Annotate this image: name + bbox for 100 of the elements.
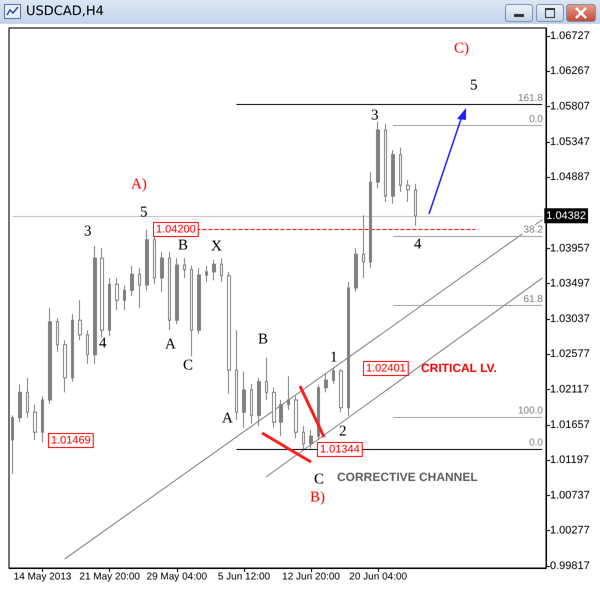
candlestick bbox=[63, 340, 67, 393]
candlestick bbox=[18, 384, 22, 423]
x-tick-label: 20 Jun 04:00 bbox=[349, 572, 408, 582]
candlestick bbox=[160, 251, 164, 292]
candlestick bbox=[56, 317, 59, 352]
candlestick bbox=[212, 259, 216, 281]
x-tick-label: 5 Jun 12:00 bbox=[218, 572, 271, 582]
annotation: B bbox=[258, 332, 268, 348]
x-tick-label: 14 May 2013 bbox=[14, 572, 72, 582]
candlestick bbox=[197, 268, 201, 335]
annotation: A) bbox=[131, 176, 147, 192]
candlestick bbox=[71, 314, 74, 382]
annotation: 4 bbox=[414, 236, 422, 252]
y-tick-label: 1.05347 bbox=[550, 136, 590, 148]
candlestick bbox=[26, 377, 29, 418]
candlestick bbox=[362, 214, 365, 279]
candlestick bbox=[145, 229, 149, 291]
candlestick bbox=[11, 414, 14, 474]
annotation: A bbox=[222, 410, 233, 426]
x-tick-label: 21 May 20:00 bbox=[79, 572, 140, 582]
candlestick bbox=[339, 368, 343, 413]
x-tick-label: 29 May 04:00 bbox=[146, 572, 208, 582]
candlestick bbox=[168, 251, 171, 331]
candlestick bbox=[138, 268, 141, 308]
annotation: 1.02401 bbox=[366, 362, 406, 374]
candlestick bbox=[93, 245, 97, 364]
candlestick bbox=[183, 258, 186, 279]
candlestick bbox=[235, 330, 238, 420]
annotation: 5 bbox=[140, 204, 148, 220]
candlestick bbox=[250, 383, 253, 424]
y-tick-label: 1.01197 bbox=[550, 454, 589, 466]
candlestick bbox=[272, 387, 276, 428]
annotation: C bbox=[314, 472, 324, 488]
candlestick bbox=[287, 376, 290, 410]
candlestick bbox=[175, 258, 179, 325]
y-tick-label: 1.05807 bbox=[550, 100, 590, 112]
candlestick bbox=[130, 265, 134, 296]
annotation: 1.01344 bbox=[320, 444, 360, 456]
candlestick bbox=[205, 265, 208, 282]
candlestick bbox=[347, 281, 350, 417]
annotation: A bbox=[165, 336, 176, 352]
candlestick bbox=[406, 179, 410, 203]
annotation: CORRECTIVE CHANNEL bbox=[337, 470, 478, 484]
candlestick bbox=[399, 147, 402, 193]
annotation: 61.8 bbox=[524, 294, 544, 306]
candlestick bbox=[48, 307, 52, 404]
annotation: 1.01469 bbox=[51, 434, 91, 446]
candlestick bbox=[414, 183, 417, 226]
annotation: 161.8 bbox=[518, 93, 544, 104]
candlestick bbox=[108, 278, 111, 336]
candlestick bbox=[391, 149, 395, 204]
y-tick-label: 1.00737 bbox=[550, 489, 590, 502]
annotation: 3 bbox=[84, 224, 92, 240]
candlestick bbox=[279, 400, 283, 437]
candlestick bbox=[115, 278, 119, 311]
annotation: C) bbox=[454, 40, 470, 56]
annotation: X bbox=[211, 238, 222, 254]
candlestick bbox=[41, 396, 44, 443]
candlestick bbox=[354, 248, 358, 292]
candlestick bbox=[220, 258, 223, 282]
annotation: 100.0 bbox=[518, 405, 544, 416]
candlestick bbox=[123, 285, 126, 311]
y-tick-label: 0.99817 bbox=[550, 560, 590, 572]
annotation: 2 bbox=[339, 424, 346, 440]
annotation: B) bbox=[310, 490, 326, 506]
candlestick bbox=[86, 330, 89, 364]
y-tick-label: 1.06727 bbox=[550, 30, 590, 42]
y-tick-label: 1.03037 bbox=[550, 312, 590, 325]
annotation: 3 bbox=[371, 108, 378, 124]
chart-title: USDCAD,H4 bbox=[26, 4, 104, 19]
candlestick bbox=[257, 377, 261, 427]
candlestick bbox=[332, 367, 335, 384]
annotation: 1.04200 bbox=[156, 224, 196, 236]
candlestick bbox=[369, 172, 372, 269]
y-tick-label: 1.01657 bbox=[550, 418, 590, 431]
candlestick bbox=[190, 265, 193, 357]
annotation: 4 bbox=[99, 336, 107, 352]
candlestick bbox=[294, 396, 298, 439]
annotation: 1 bbox=[330, 350, 338, 366]
x-tick-label: 12 Jun 20:00 bbox=[282, 572, 340, 582]
candlestick bbox=[384, 123, 387, 203]
annotation: 0.0 bbox=[529, 114, 544, 125]
candlestick bbox=[376, 121, 380, 189]
candlestick bbox=[33, 404, 37, 440]
annotation: CRITICAL LV. bbox=[421, 361, 497, 375]
y-tick-label: 1.03957 bbox=[550, 242, 590, 254]
candlestick bbox=[227, 271, 231, 394]
annotation: 38.2 bbox=[524, 224, 544, 236]
y-tick-label: 1.00277 bbox=[550, 524, 590, 537]
candlestick bbox=[78, 300, 82, 341]
annotation: C bbox=[183, 358, 194, 374]
candlestick bbox=[324, 373, 328, 393]
y-tick-label: 1.06267 bbox=[550, 65, 590, 78]
candlestick bbox=[302, 426, 305, 450]
annotation: 5 bbox=[470, 78, 478, 94]
candlestick bbox=[309, 429, 313, 449]
y-tick-label: 1.02577 bbox=[550, 348, 590, 360]
y-tick-label: 1.03497 bbox=[550, 278, 590, 290]
ref-line-label: 1.04382 bbox=[546, 210, 586, 222]
candlestick bbox=[100, 248, 104, 338]
